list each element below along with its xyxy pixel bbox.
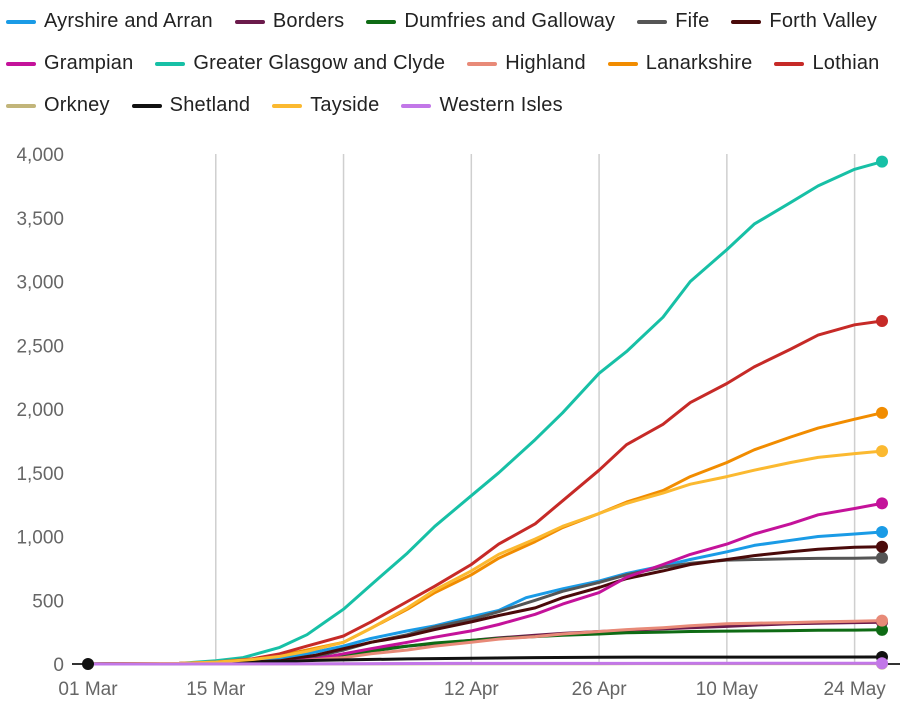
legend-swatch bbox=[6, 103, 36, 108]
legend-label: Ayrshire and Arran bbox=[44, 10, 213, 32]
x-tick-label: 10 May bbox=[696, 679, 759, 700]
end-markers bbox=[82, 155, 888, 670]
end-marker-lothian bbox=[876, 315, 888, 328]
legend-label: Lanarkshire bbox=[645, 52, 753, 74]
series-line-fife bbox=[86, 556, 884, 666]
legend-item-western-isles: Western Isles bbox=[401, 94, 563, 117]
end-marker-highland bbox=[876, 614, 888, 627]
series-line-ayrshire-and-arran bbox=[86, 530, 884, 666]
legend-item-greater-glasgow-and-clyde: Greater Glasgow and Clyde bbox=[155, 52, 445, 75]
x-tick-label: 29 Mar bbox=[314, 679, 374, 700]
series-line-grampian bbox=[86, 501, 884, 666]
legend-label: Tayside bbox=[310, 94, 380, 116]
series-line-highland bbox=[86, 619, 884, 666]
legend-swatch bbox=[6, 19, 36, 24]
legend-label: Greater Glasgow and Clyde bbox=[193, 52, 446, 74]
legend-swatch bbox=[131, 103, 162, 108]
y-tick-label: 1,500 bbox=[16, 464, 64, 485]
legend-swatch bbox=[467, 61, 498, 66]
legend-swatch bbox=[607, 61, 638, 66]
x-tick-label: 12 Apr bbox=[444, 679, 500, 700]
end-marker-dumfries-and-galloway bbox=[876, 623, 888, 636]
legend-item-orkney: Orkney bbox=[6, 94, 110, 117]
grid-lines bbox=[215, 154, 856, 664]
legend-swatch bbox=[234, 19, 265, 24]
legend-label: Dumfries and Galloway bbox=[404, 10, 616, 32]
end-marker-greater-glasgow-and-clyde bbox=[876, 155, 888, 168]
legend-label: Highland bbox=[505, 52, 586, 74]
legend-item-forth-valley: Forth Valley bbox=[731, 10, 877, 33]
series-line-greater-glasgow-and-clyde bbox=[86, 160, 884, 666]
end-marker-western-isles bbox=[876, 657, 888, 670]
legend-label: Borders bbox=[272, 10, 345, 32]
legend-swatch bbox=[401, 103, 432, 108]
y-tick-label: 3,000 bbox=[16, 273, 64, 294]
legend-item-lanarkshire: Lanarkshire bbox=[607, 52, 753, 75]
legend-item-shetland: Shetland bbox=[131, 94, 251, 117]
end-marker-forth-valley bbox=[876, 540, 888, 553]
start-marker bbox=[82, 658, 94, 670]
y-tick-label: 2,000 bbox=[16, 400, 64, 421]
series-line-western-isles bbox=[86, 661, 884, 666]
legend-label: Lothian bbox=[812, 52, 880, 74]
y-tick-label: 4,000 bbox=[16, 145, 64, 166]
legend-label: Shetland bbox=[169, 94, 251, 116]
y-tick-label: 2,500 bbox=[16, 336, 64, 357]
legend-label: Western Isles bbox=[439, 94, 563, 116]
legend-swatch bbox=[637, 19, 668, 24]
legend-swatch bbox=[366, 19, 397, 24]
legend-swatch bbox=[774, 61, 805, 66]
series-line-lothian bbox=[86, 319, 884, 666]
end-marker-ayrshire-and-arran bbox=[876, 526, 888, 539]
series-line-forth-valley bbox=[86, 545, 884, 666]
x-tick-label: 26 Apr bbox=[572, 679, 628, 700]
legend-item-lothian: Lothian bbox=[774, 52, 879, 75]
y-tick-label: 500 bbox=[32, 591, 64, 612]
legend-swatch bbox=[731, 19, 762, 24]
legend-item-highland: Highland bbox=[467, 52, 586, 75]
y-tick-label: 0 bbox=[53, 655, 64, 676]
y-tick-label: 1,000 bbox=[16, 528, 64, 549]
legend-label: Fife bbox=[675, 10, 710, 32]
end-marker-tayside bbox=[876, 445, 888, 458]
end-marker-lanarkshire bbox=[876, 406, 888, 419]
legend-item-grampian: Grampian bbox=[6, 52, 133, 75]
legend-label: Orkney bbox=[44, 94, 110, 116]
legend-item-borders: Borders bbox=[234, 10, 345, 33]
legend-label: Forth Valley bbox=[769, 10, 878, 32]
x-tick-label: 01 Mar bbox=[58, 679, 118, 700]
legend-item-fife: Fife bbox=[637, 10, 709, 33]
x-tick-label: 15 Mar bbox=[186, 679, 246, 700]
series-lines bbox=[86, 160, 884, 666]
y-tick-label: 3,500 bbox=[16, 209, 64, 230]
legend-label: Grampian bbox=[44, 52, 134, 74]
legend-item-dumfries-and-galloway: Dumfries and Galloway bbox=[366, 10, 615, 33]
x-tick-label: 24 May bbox=[823, 679, 886, 700]
legend-item-tayside: Tayside bbox=[272, 94, 379, 117]
legend-swatch bbox=[272, 103, 303, 108]
legend-item-ayrshire-and-arran: Ayrshire and Arran bbox=[6, 10, 213, 33]
legend-swatch bbox=[155, 61, 186, 66]
end-marker-fife bbox=[876, 551, 888, 564]
end-marker-grampian bbox=[876, 497, 888, 510]
legend-swatch bbox=[6, 61, 36, 66]
axes: 01 Mar 15 Mar 29 Mar 12 Apr 26 Apr 10 May 24 M… bbox=[16, 145, 900, 700]
series-line-tayside bbox=[86, 449, 884, 666]
